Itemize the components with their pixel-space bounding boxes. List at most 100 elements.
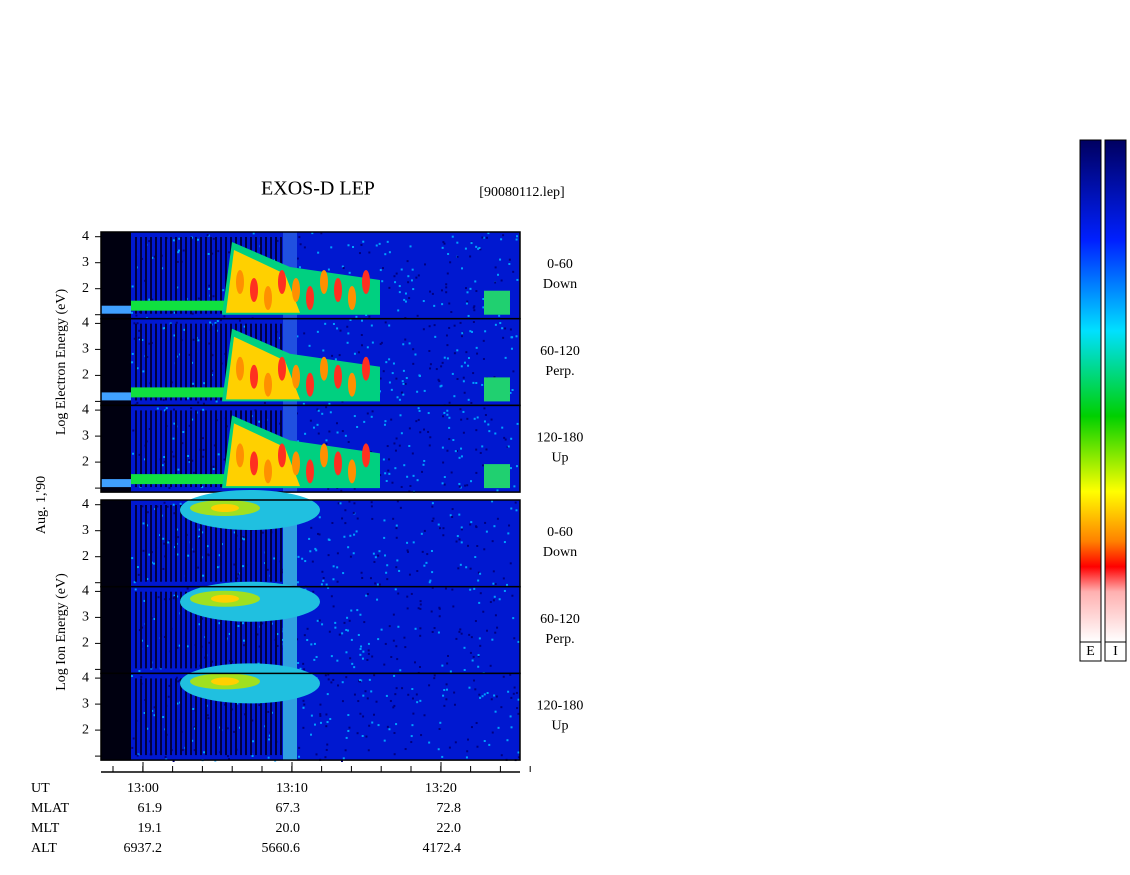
streak	[175, 591, 177, 669]
noise	[217, 453, 220, 456]
streak	[135, 323, 137, 401]
noise	[153, 255, 156, 258]
noise	[361, 576, 364, 579]
noise	[467, 364, 470, 367]
noise	[417, 607, 420, 610]
noise	[298, 236, 301, 239]
noise	[456, 378, 459, 381]
hot-spot	[292, 278, 300, 302]
noise	[486, 629, 489, 632]
noise	[399, 506, 402, 509]
noise	[500, 706, 503, 709]
ephemeris-value: 72.8	[437, 801, 462, 816]
noise	[376, 598, 379, 601]
noise	[367, 749, 370, 752]
noise	[193, 749, 196, 752]
noise	[479, 248, 482, 251]
noise	[437, 523, 440, 526]
noise	[191, 418, 194, 421]
noise	[403, 636, 406, 639]
noise	[299, 243, 302, 246]
noise	[153, 562, 156, 565]
noise	[218, 622, 221, 625]
streak	[225, 505, 227, 582]
noise	[438, 607, 441, 610]
noise	[491, 731, 494, 734]
noise	[448, 326, 451, 329]
noise	[383, 536, 386, 539]
noise	[386, 240, 389, 243]
noise	[191, 312, 194, 315]
noise	[138, 338, 141, 341]
noise	[344, 749, 347, 752]
noise	[176, 646, 179, 649]
noise	[191, 459, 194, 462]
noise	[485, 448, 488, 451]
streak	[275, 678, 277, 756]
noise	[502, 577, 505, 580]
panel-frame	[100, 672, 521, 761]
noise	[494, 710, 497, 713]
noise	[424, 263, 427, 266]
noise	[394, 467, 397, 470]
noise	[177, 536, 180, 539]
noise	[173, 422, 176, 425]
noise	[347, 546, 350, 549]
noise	[151, 709, 154, 712]
noise	[485, 530, 488, 533]
noise	[132, 429, 135, 432]
streak	[140, 505, 142, 582]
streak	[200, 237, 202, 314]
streak	[135, 237, 137, 314]
noise	[462, 431, 465, 434]
noise	[475, 381, 478, 384]
noise	[469, 588, 472, 591]
ephemeris-name: ALT	[31, 841, 57, 856]
noise	[453, 324, 456, 327]
noise	[459, 321, 462, 324]
noise	[419, 627, 422, 630]
streak	[150, 237, 152, 314]
noise	[138, 311, 141, 314]
streak	[185, 237, 187, 314]
noise	[442, 527, 445, 530]
spectrogram-panel	[100, 404, 521, 494]
noise	[386, 564, 389, 567]
noise	[298, 266, 301, 269]
noise	[340, 489, 343, 492]
noise	[178, 644, 181, 647]
streak	[180, 678, 182, 756]
noise	[446, 662, 449, 665]
noise	[317, 409, 320, 412]
noise	[479, 592, 482, 595]
noise	[381, 280, 384, 283]
noise	[341, 681, 344, 684]
noise	[433, 627, 436, 630]
streak	[235, 591, 237, 669]
noise	[208, 641, 211, 644]
panel-frame	[100, 404, 521, 493]
color-bar-label-box	[1104, 641, 1127, 662]
noise	[431, 630, 434, 633]
pitch-direction: Perp.	[545, 632, 574, 647]
noise	[378, 242, 381, 245]
noise	[131, 746, 134, 749]
noise	[341, 265, 344, 268]
noise	[462, 380, 465, 383]
noise	[299, 667, 302, 670]
noise	[473, 305, 476, 308]
noise	[182, 249, 185, 252]
streak	[155, 678, 157, 756]
noise	[351, 662, 354, 665]
streak	[255, 505, 257, 582]
noise	[209, 321, 212, 324]
noise	[374, 556, 377, 559]
noise	[268, 738, 271, 741]
noise	[133, 581, 136, 584]
noise	[446, 272, 449, 275]
noise	[388, 472, 391, 475]
pitch-direction: Up	[551, 451, 568, 466]
noise	[418, 665, 421, 668]
noise	[233, 730, 236, 733]
color-bar-label: E	[1086, 644, 1095, 659]
